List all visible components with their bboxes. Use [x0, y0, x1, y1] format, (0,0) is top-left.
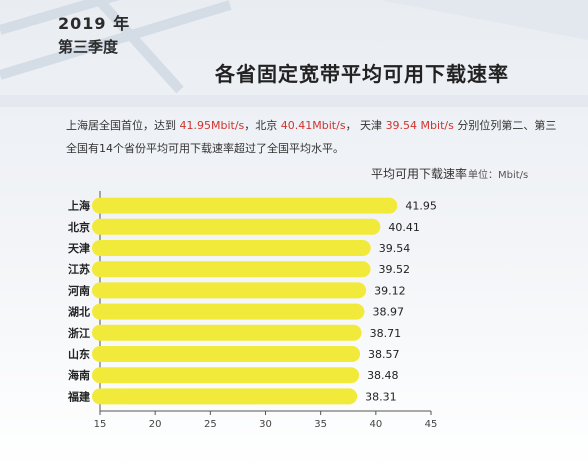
- x-tick-label: 15: [94, 419, 107, 430]
- bar: [92, 240, 371, 256]
- bar: [92, 218, 381, 235]
- bar: [92, 346, 361, 362]
- x-tick-label: 40: [369, 419, 382, 430]
- x-tick-label: 25: [204, 419, 217, 430]
- data-label: 38.57: [368, 348, 400, 361]
- bar: [92, 324, 362, 341]
- x-tick-label: 45: [425, 419, 438, 430]
- data-label: 40.41: [388, 221, 420, 234]
- chart-unit: 单位：Mbit/s: [468, 170, 529, 181]
- data-label: 38.71: [370, 327, 402, 340]
- x-tick-label: 30: [259, 419, 272, 430]
- desc-value-shanghai: 41.95Mbit/s: [179, 119, 245, 132]
- data-label: 41.95: [405, 200, 437, 213]
- desc-text: ，北京: [244, 119, 281, 132]
- data-label: 39.12: [374, 284, 406, 297]
- x-tick-label: 35: [314, 419, 327, 430]
- data-label: 39.54: [379, 242, 411, 255]
- data-label: 38.31: [365, 390, 397, 403]
- category-label: 湖北: [68, 305, 90, 319]
- desc-text: 上海居全国首位，达到: [66, 119, 180, 132]
- bar: [92, 303, 365, 320]
- bar: [92, 261, 371, 278]
- desc-text: 分别位列第二、第三: [453, 119, 557, 132]
- data-label: 38.97: [372, 306, 404, 319]
- bar: [92, 367, 360, 384]
- x-tick-label: 20: [149, 419, 162, 430]
- desc-value-beijing: 40.41Mbit/s: [280, 119, 346, 132]
- category-label: 浙江: [68, 326, 90, 340]
- bar: [92, 388, 358, 405]
- category-label: 北京: [68, 220, 90, 234]
- category-label: 上海: [68, 199, 90, 213]
- quarter-label: 第三季度: [58, 38, 119, 56]
- category-label: 天津: [68, 241, 90, 255]
- year-label: 2019 年: [58, 14, 131, 33]
- description-line-1: 上海居全国首位，达到 41.95Mbit/s，北京 40.41Mbit/s， 天…: [66, 117, 586, 133]
- category-label: 河南: [68, 283, 90, 297]
- category-label: 山东: [68, 347, 90, 361]
- desc-value-tianjin: 39.54 Mbit/s: [385, 119, 454, 132]
- chart-title: 平均可用下载速率: [371, 167, 468, 181]
- data-label: 39.52: [379, 263, 411, 276]
- category-label: 海南: [68, 368, 90, 382]
- desc-text: ， 天津: [345, 119, 386, 132]
- category-label: 福建: [67, 389, 91, 403]
- report-period: 2019 年 第三季度: [58, 10, 130, 57]
- data-label: 38.48: [367, 369, 399, 382]
- category-label: 江苏: [68, 262, 90, 276]
- bar: [92, 282, 367, 299]
- bar: [92, 197, 398, 214]
- page-title: 各省固定宽带平均可用下载速率: [215, 62, 509, 86]
- description-line-2: 全国有14个省份平均可用下载速率超过了全国平均水平。: [66, 142, 344, 155]
